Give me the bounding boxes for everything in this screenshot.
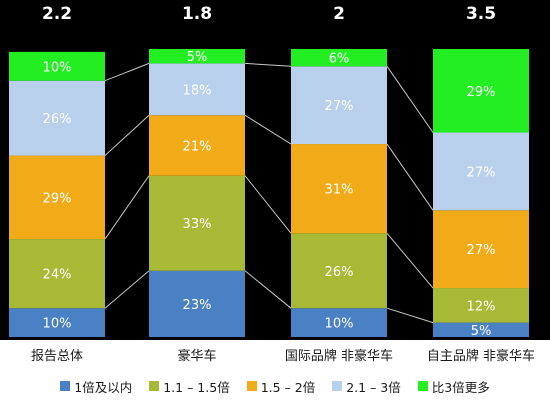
bar-segment-2-1 bbox=[291, 233, 387, 309]
data-label-0-4: 10% bbox=[43, 60, 72, 75]
data-label-3-1: 12% bbox=[467, 299, 496, 314]
data-label-2-0: 10% bbox=[325, 317, 354, 332]
bar-segment-1-2 bbox=[149, 115, 245, 176]
legend-label-1: 1.1 – 1.5倍 bbox=[163, 379, 230, 395]
connector-line-1-1 bbox=[244, 270, 292, 309]
bar-segment-3-4 bbox=[433, 49, 529, 133]
connector-line-0-2 bbox=[104, 175, 150, 240]
legend-swatch-2 bbox=[246, 381, 257, 391]
legend-label-0: 1倍及以内 bbox=[74, 379, 133, 395]
bar-group-3: 5% 12% 27% 27% 29% bbox=[433, 49, 529, 339]
connector-line-2-2 bbox=[386, 232, 434, 289]
bar-group-0: 10% 24% 29% 26% 10% bbox=[9, 51, 105, 337]
data-label-2-2: 31% bbox=[325, 183, 354, 198]
data-label-1-1: 33% bbox=[183, 217, 212, 232]
bar-group-1: 23% 33% 21% 18% 5% bbox=[149, 49, 245, 337]
bar-segment-2-3 bbox=[291, 66, 387, 145]
data-label-3-4: 29% bbox=[467, 85, 496, 100]
bar-segment-3-1 bbox=[433, 288, 529, 323]
bar-segment-1-1 bbox=[149, 175, 245, 271]
category-label-3: 自主品牌 非豪华车 bbox=[426, 349, 536, 364]
legend-item-1: 1.1 – 1.5倍 bbox=[149, 377, 230, 396]
bar-segment-0-3 bbox=[9, 80, 105, 156]
legend-swatch-3 bbox=[332, 381, 343, 391]
bar-segment-1-3 bbox=[149, 63, 245, 116]
top-value-3: 3.5 bbox=[465, 4, 497, 24]
connector-line-1-3 bbox=[244, 114, 292, 145]
category-label-1: 豪华车 bbox=[177, 349, 217, 364]
bar-segment-2-0 bbox=[291, 308, 387, 337]
data-label-1-0: 23% bbox=[183, 298, 212, 313]
legend-swatch-4 bbox=[417, 381, 428, 391]
legend-swatch-0 bbox=[60, 381, 71, 391]
connector-line-1-4 bbox=[244, 62, 292, 67]
data-label-0-3: 26% bbox=[43, 112, 72, 127]
bar-group-2: 10% 26% 31% 27% 6% bbox=[291, 49, 387, 337]
data-label-1-2: 21% bbox=[183, 139, 212, 154]
data-label-3-3: 27% bbox=[467, 165, 496, 180]
connector-line-2-3 bbox=[386, 143, 434, 211]
data-label-1-4: 5% bbox=[187, 50, 208, 65]
connector-line-0-3 bbox=[104, 114, 150, 156]
top-value-2: 2 bbox=[333, 4, 345, 24]
legend-label-2: 1.5 – 2倍 bbox=[260, 379, 316, 395]
legend: 1倍及以内 1.1 – 1.5倍 1.5 – 2倍 2.1 – 3倍 比3倍更多 bbox=[0, 376, 550, 396]
connector-line-0-1 bbox=[104, 270, 150, 309]
bar-segment-3-2 bbox=[433, 210, 529, 289]
data-label-3-2: 27% bbox=[467, 243, 496, 258]
data-label-2-1: 26% bbox=[325, 265, 354, 280]
connector-line-2-1 bbox=[386, 307, 434, 324]
bar-segment-0-4 bbox=[9, 51, 105, 81]
category-label-2: 国际品牌 非豪华车 bbox=[284, 349, 394, 364]
legend-swatch-1 bbox=[149, 381, 160, 391]
data-label-2-4: 6% bbox=[329, 52, 350, 67]
stacked-bar-chart: 10% 24% 29% 26% 10% 23% 33% 21% 18% 5% 10% 26% 31% 27… bbox=[9, 49, 529, 339]
data-label-2-3: 27% bbox=[325, 99, 354, 114]
bar-segment-0-1 bbox=[9, 239, 105, 309]
bar-segment-2-4 bbox=[291, 49, 387, 67]
category-label-0: 报告总体 bbox=[30, 349, 83, 364]
data-label-1-3: 18% bbox=[183, 83, 212, 98]
bar-segment-0-2 bbox=[9, 155, 105, 240]
connector-line-1-2 bbox=[244, 175, 292, 234]
legend-label-4: 比3倍更多 bbox=[431, 379, 490, 395]
legend-item-4: 比3倍更多 bbox=[417, 377, 490, 396]
legend-item-0: 1倍及以内 bbox=[60, 377, 132, 396]
data-label-3-0: 5% bbox=[471, 324, 492, 339]
data-label-0-0: 10% bbox=[43, 317, 72, 332]
connector-line-0-4 bbox=[104, 62, 150, 82]
bar-segment-1-0 bbox=[149, 270, 245, 337]
data-label-0-2: 29% bbox=[43, 191, 72, 206]
legend-label-3: 2.1 – 3倍 bbox=[346, 379, 401, 395]
bar-segment-3-3 bbox=[433, 132, 529, 211]
legend-item-3: 2.1 – 3倍 bbox=[332, 377, 401, 396]
label-band bbox=[0, 340, 550, 401]
bar-segment-2-2 bbox=[291, 144, 387, 234]
connector-line-2-4 bbox=[386, 65, 434, 133]
bar-segment-0-0 bbox=[9, 308, 105, 337]
top-value-1: 1.8 bbox=[181, 4, 213, 24]
bar-segment-3-0 bbox=[433, 322, 529, 337]
top-value-0: 2.2 bbox=[41, 4, 73, 24]
bar-segment-1-4 bbox=[149, 49, 245, 64]
data-label-0-1: 24% bbox=[43, 268, 72, 283]
legend-item-2: 1.5 – 2倍 bbox=[246, 377, 316, 396]
